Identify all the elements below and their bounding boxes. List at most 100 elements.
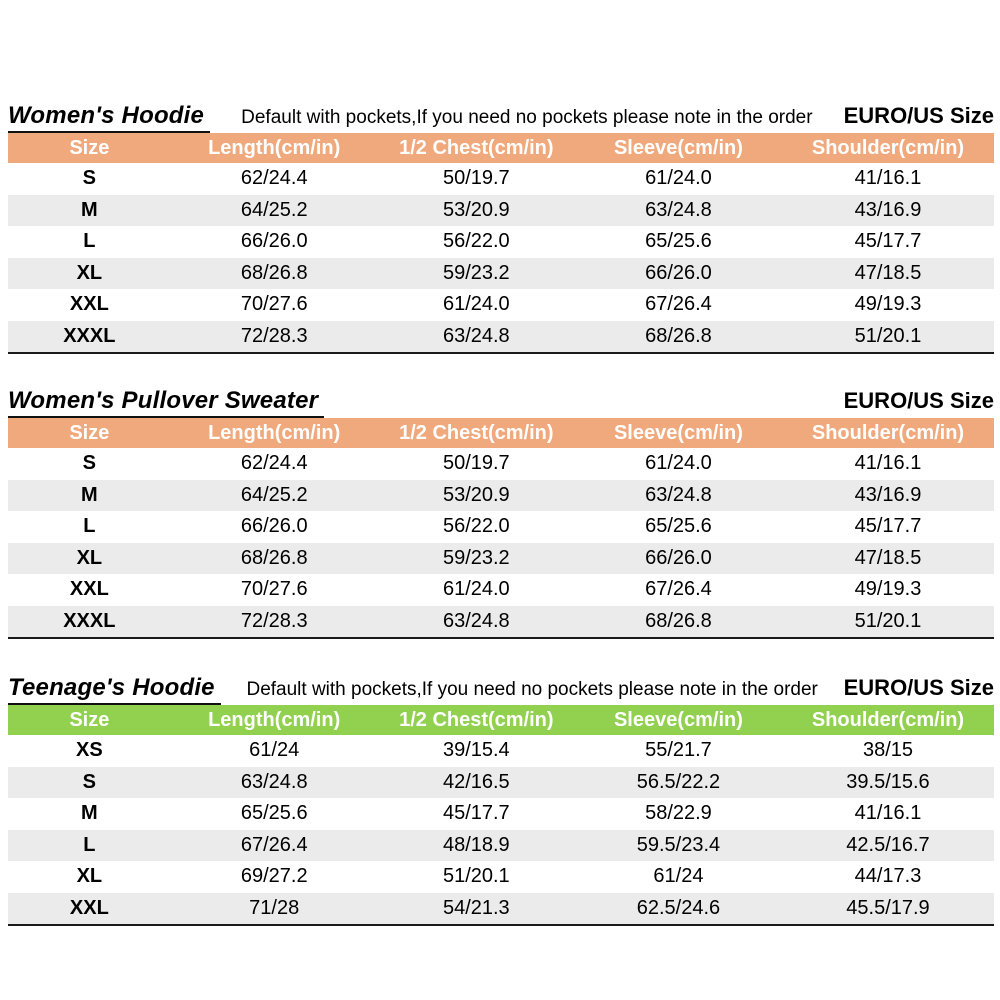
cell-sleeve: 62.5/24.6 — [636, 896, 721, 919]
cell-chest: 63/24.8 — [442, 609, 510, 632]
cell-size: M — [81, 198, 98, 221]
cell-length: 62/24.4 — [240, 167, 308, 190]
cell-chest: 50/19.7 — [442, 452, 510, 475]
cell-size: S — [82, 452, 97, 475]
cell-length: 70/27.6 — [240, 578, 308, 601]
table-row: XXL 71/28 54/21.3 62.5/24.6 45.5/17.9 — [8, 892, 994, 925]
table-row: XXXL 72/28.3 63/24.8 68/26.8 51/20.1 — [8, 320, 994, 353]
cell-size: XL — [76, 546, 103, 569]
cell-chest: 61/24.0 — [442, 293, 510, 316]
cell-shoulder: 49/19.3 — [854, 293, 922, 316]
pockets-note: Default with pockets,If you need no pock… — [246, 679, 818, 700]
column-header-row: Size Length(cm/in) 1/2 Chest(cm/in) Slee… — [8, 418, 994, 448]
cell-size: S — [82, 167, 97, 190]
cell-chest: 48/18.9 — [442, 833, 510, 856]
cell-length: 71/28 — [249, 896, 300, 919]
cell-chest: 61/24.0 — [442, 578, 510, 601]
cell-chest: 50/19.7 — [442, 167, 510, 190]
section-header-womens-hoodie: Women's Hoodie Default with pockets,If y… — [8, 102, 994, 133]
cell-length: 64/25.2 — [240, 483, 308, 506]
col-header-shoulder: Shoulder(cm/in) — [781, 133, 994, 163]
col-header-chest: 1/2 Chest(cm/in) — [377, 705, 575, 735]
cell-size: L — [83, 230, 96, 253]
cell-chest: 56/22.0 — [442, 230, 510, 253]
table-row: L 66/26.0 56/22.0 65/25.6 45/17.7 — [8, 511, 994, 543]
womens-hoodie-size-table: Size Length(cm/in) 1/2 Chest(cm/in) Slee… — [8, 133, 994, 354]
section-title-womens-pullover-sweater: Women's Pullover Sweater — [8, 387, 325, 418]
table-row: XL 68/26.8 59/23.2 66/26.0 47/18.5 — [8, 257, 994, 289]
cell-chest: 56/22.0 — [442, 515, 510, 538]
cell-length: 67/26.4 — [240, 833, 308, 856]
cell-chest: 42/16.5 — [442, 770, 510, 793]
table-row: L 66/26.0 56/22.0 65/25.6 45/17.7 — [8, 226, 994, 258]
cell-chest: 45/17.7 — [442, 802, 510, 825]
cell-sleeve: 61/24 — [653, 865, 704, 888]
cell-shoulder: 42.5/16.7 — [846, 833, 930, 856]
cell-shoulder: 49/19.3 — [854, 578, 922, 601]
section-header-womens-pullover-sweater: Women's Pullover Sweater EURO/US Size — [8, 387, 994, 418]
cell-chest: 39/15.4 — [442, 739, 510, 762]
cell-sleeve: 66/26.0 — [645, 261, 712, 284]
cell-length: 72/28.3 — [240, 609, 308, 632]
col-header-shoulder: Shoulder(cm/in) — [781, 705, 994, 735]
column-header-row: Size Length(cm/in) 1/2 Chest(cm/in) Slee… — [8, 705, 994, 735]
cell-length: 63/24.8 — [240, 770, 308, 793]
cell-sleeve: 65/25.6 — [645, 230, 712, 253]
cell-size: M — [81, 802, 98, 825]
cell-size: XXL — [69, 896, 109, 919]
cell-size: XL — [76, 261, 103, 284]
table-row: M 64/25.2 53/20.9 63/24.8 43/16.9 — [8, 194, 994, 226]
table-row: XL 68/26.8 59/23.2 66/26.0 47/18.5 — [8, 542, 994, 574]
col-header-sleeve: Sleeve(cm/in) — [574, 705, 782, 735]
table-row: XXXL 72/28.3 63/24.8 68/26.8 51/20.1 — [8, 605, 994, 638]
euro-us-size-label: EURO/US Size — [843, 675, 994, 700]
cell-sleeve: 55/21.7 — [645, 739, 712, 762]
cell-size: S — [82, 770, 97, 793]
cell-length: 68/26.8 — [240, 261, 308, 284]
cell-length: 66/26.0 — [240, 230, 308, 253]
cell-shoulder: 47/18.5 — [854, 546, 922, 569]
cell-size: L — [83, 833, 96, 856]
cell-size: M — [81, 483, 98, 506]
cell-sleeve: 67/26.4 — [645, 293, 712, 316]
section-title-womens-hoodie: Women's Hoodie — [8, 102, 211, 133]
section-header-teenages-hoodie: Teenage's Hoodie Default with pockets,If… — [8, 674, 994, 705]
col-header-chest: 1/2 Chest(cm/in) — [377, 133, 575, 163]
cell-sleeve: 59.5/23.4 — [636, 833, 721, 856]
cell-chest: 59/23.2 — [442, 261, 510, 284]
col-header-size: Size — [8, 418, 171, 448]
cell-shoulder: 41/16.1 — [854, 802, 922, 825]
euro-us-size-label: EURO/US Size — [843, 103, 994, 128]
cell-shoulder: 39.5/15.6 — [846, 770, 930, 793]
cell-length: 65/25.6 — [240, 802, 308, 825]
section-womens-pullover-sweater: Women's Pullover Sweater EURO/US Size Si… — [8, 387, 994, 639]
table-row: XXL 70/27.6 61/24.0 67/26.4 49/19.3 — [8, 289, 994, 321]
cell-chest: 51/20.1 — [442, 865, 510, 888]
col-header-length: Length(cm/in) — [170, 133, 378, 163]
size-chart-sheet: Women's Hoodie Default with pockets,If y… — [8, 102, 994, 926]
cell-size: XXL — [69, 293, 109, 316]
cell-chest: 53/20.9 — [442, 198, 510, 221]
table-row: XXL 70/27.6 61/24.0 67/26.4 49/19.3 — [8, 574, 994, 606]
cell-length: 72/28.3 — [240, 324, 308, 347]
cell-sleeve: 61/24.0 — [645, 167, 712, 190]
col-header-chest: 1/2 Chest(cm/in) — [377, 418, 575, 448]
euro-us-size-label: EURO/US Size — [843, 388, 994, 413]
cell-size: XXL — [69, 578, 109, 601]
cell-sleeve: 66/26.0 — [645, 546, 712, 569]
section-teenages-hoodie: Teenage's Hoodie Default with pockets,If… — [8, 674, 994, 926]
cell-shoulder: 38/15 — [862, 739, 914, 762]
cell-sleeve: 67/26.4 — [645, 578, 712, 601]
section-womens-hoodie: Women's Hoodie Default with pockets,If y… — [8, 102, 994, 354]
cell-shoulder: 41/16.1 — [854, 452, 922, 475]
cell-shoulder: 44/17.3 — [854, 865, 922, 888]
cell-size: XXXL — [63, 609, 116, 632]
col-header-sleeve: Sleeve(cm/in) — [574, 133, 782, 163]
cell-sleeve: 56.5/22.2 — [636, 770, 721, 793]
cell-chest: 59/23.2 — [442, 546, 510, 569]
cell-size: XS — [76, 739, 103, 762]
col-header-shoulder: Shoulder(cm/in) — [781, 418, 994, 448]
pockets-note: Default with pockets,If you need no pock… — [241, 107, 813, 128]
table-row: XS 61/24 39/15.4 55/21.7 38/15 — [8, 735, 994, 767]
table-row: XL 69/27.2 51/20.1 61/24 44/17.3 — [8, 861, 994, 893]
